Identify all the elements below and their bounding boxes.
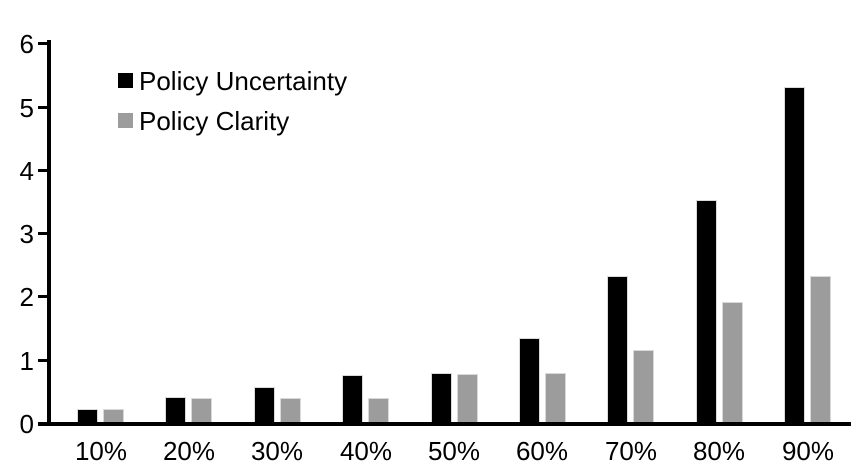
y-axis-tick-label: 3 bbox=[19, 219, 34, 249]
x-axis-tick-label: 20% bbox=[162, 436, 216, 466]
x-axis-tick-label: 50% bbox=[427, 436, 481, 466]
y-axis-tick bbox=[38, 232, 47, 235]
bar-policy-uncertainty bbox=[254, 387, 275, 422]
bar-policy-clarity bbox=[810, 276, 831, 422]
bar-policy-uncertainty bbox=[696, 200, 717, 422]
y-axis-tick bbox=[38, 295, 47, 298]
bar-policy-uncertainty bbox=[607, 276, 628, 422]
legend-swatch-policy-clarity-icon bbox=[118, 113, 133, 128]
bar-policy-uncertainty bbox=[519, 338, 540, 422]
y-axis-tick-label: 4 bbox=[19, 156, 34, 186]
y-axis-tick-label: 6 bbox=[19, 29, 34, 59]
legend: Policy Uncertainty Policy Clarity bbox=[118, 66, 347, 135]
y-axis-tick bbox=[38, 422, 47, 425]
bar-policy-clarity bbox=[191, 398, 212, 422]
x-axis-tick-label: 60% bbox=[515, 436, 569, 466]
x-axis-tick-label: 30% bbox=[250, 436, 304, 466]
bar-policy-uncertainty bbox=[165, 397, 186, 422]
y-axis-tick bbox=[38, 106, 47, 109]
bar-policy-clarity bbox=[368, 398, 389, 422]
x-axis-tick-label: 10% bbox=[74, 436, 128, 466]
y-axis-tick-label: 2 bbox=[19, 282, 34, 312]
legend-label-policy-clarity: Policy Clarity bbox=[139, 105, 290, 136]
legend-item-policy-clarity: Policy Clarity bbox=[118, 106, 347, 135]
bar-policy-clarity bbox=[457, 374, 478, 422]
legend-swatch-policy-uncertainty-icon bbox=[118, 73, 133, 88]
bar-policy-clarity bbox=[103, 409, 124, 422]
bar-policy-uncertainty bbox=[431, 373, 452, 422]
bar-policy-clarity bbox=[633, 350, 654, 422]
y-axis-tick bbox=[38, 359, 47, 362]
legend-item-policy-uncertainty: Policy Uncertainty bbox=[118, 66, 347, 95]
x-axis-tick-label: 40% bbox=[339, 436, 393, 466]
y-axis-tick bbox=[38, 169, 47, 172]
x-axis-line bbox=[38, 422, 851, 426]
x-axis-tick-label: 80% bbox=[692, 436, 746, 466]
y-axis-tick-label: 5 bbox=[19, 93, 34, 123]
bar-policy-clarity bbox=[545, 373, 566, 422]
x-axis-tick-label: 90% bbox=[781, 436, 835, 466]
bar-policy-uncertainty bbox=[784, 87, 805, 422]
y-axis-tick-label: 1 bbox=[19, 346, 34, 376]
y-axis-line bbox=[47, 40, 51, 426]
x-axis-tick-label: 70% bbox=[604, 436, 658, 466]
legend-label-policy-uncertainty: Policy Uncertainty bbox=[139, 65, 348, 96]
bar-policy-uncertainty bbox=[342, 375, 363, 422]
bar-policy-uncertainty bbox=[77, 409, 98, 422]
y-axis-tick-label: 0 bbox=[19, 409, 34, 439]
bar-policy-clarity bbox=[722, 302, 743, 422]
bar-policy-clarity bbox=[280, 398, 301, 422]
y-axis-tick bbox=[38, 42, 47, 45]
